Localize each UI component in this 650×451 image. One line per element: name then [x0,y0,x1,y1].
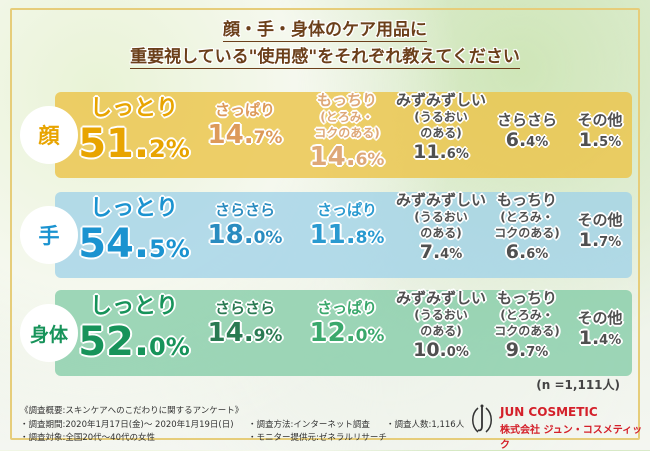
item-label: みずみずしい [395,191,487,209]
item-percentage: 6.6% [505,241,549,263]
item-sublabel: コクのある) [494,226,560,240]
item-label: もっちり [316,91,377,109]
item-sublabel: のある) [420,324,462,338]
item-label: みずみずしい [395,91,487,109]
item-percentage: 9.7% [505,339,549,361]
item-label: さっぱり [316,201,377,219]
result-item: さっぱり 12.0% [310,300,385,352]
item-sublabel: のある) [420,226,462,240]
item-label: もっちり [496,289,557,307]
item-percentage: 1.4% [578,327,622,349]
result-item: その他 1.7% [577,212,622,254]
item-sublabel: コクのある) [314,126,380,140]
item-percentage: 11.6% [413,141,469,163]
item-percentage: 7.4% [419,241,463,263]
item-label: その他 [577,111,623,129]
row-label-hand: 手 [20,206,78,264]
gold-frame [10,8,640,440]
result-item: もっちり (とろみ・コクのある) 6.6% [494,192,560,266]
item-sublabel: のある) [420,126,462,140]
item-percentage: 51.2% [78,121,190,167]
item-percentage: 6.4% [505,129,549,151]
result-item: さらさら 14.9% [208,300,283,352]
result-item: みずみずしい (うるおいのある) 10.0% [396,290,486,364]
result-item: しっとり 51.2% [78,96,190,171]
item-sublabel: (とろみ・ [500,210,554,224]
footer-provider: ・モニター提供元:ゼネラルリサーチ [248,433,387,443]
result-item: さっぱり 14.7% [208,102,283,154]
footer-heading: 《調査概要:スキンケアへのこだわりに関するアンケート》 [20,406,244,416]
result-item: しっとり 52.0% [78,294,190,369]
result-item: さらさら 18.0% [208,202,283,254]
item-sublabel: コクのある) [494,324,560,338]
result-item: さらさら 6.4% [497,112,557,154]
result-item: さっぱり 11.8% [310,202,385,254]
item-label: さらさら [496,111,558,129]
item-percentage: 12.0% [309,318,385,348]
result-item: もっちり (とろみ・コクのある) 14.6% [310,92,385,176]
item-label: もっちり [496,191,557,209]
result-item: しっとり 54.5% [78,196,190,271]
brand-company: 株式会社 ジュン・コスメティック [500,425,643,451]
item-label: さらさら [214,299,275,317]
item-percentage: 11.8% [309,220,385,250]
footer-count: ・調査人数:1,116人 [386,420,465,430]
item-percentage: 1.5% [578,129,622,151]
row-face [55,92,632,178]
row-label-body: 身体 [20,304,78,362]
result-item: もっちり (とろみ・コクのある) 9.7% [494,290,560,364]
row-hand [55,192,632,278]
item-label: みずみずしい [395,289,487,307]
item-percentage: 18.0% [207,220,283,250]
item-sublabel: (うるおい [414,308,468,322]
row-body [55,290,632,376]
jun-cosmetic-logo-icon [472,404,492,433]
item-label: その他 [577,309,623,327]
item-percentage: 52.0% [78,319,190,365]
item-sublabel: (うるおい [414,110,468,124]
item-percentage: 14.7% [207,120,283,150]
item-label: しっとり [89,96,179,121]
sample-size: (n =1,111人) [536,378,620,392]
title-line-1: 顔・手・身体のケア用品に [223,20,427,42]
result-item: みずみずしい (うるおいのある) 11.6% [396,92,486,166]
brand-name: JUN COSMETIC [500,405,598,419]
title-line-2: 重要視している"使用感"をそれぞれ教えてください [130,47,520,69]
footer-period: ・調査期間:2020年1月17日(金)～ 2020年1月19日(日) [20,420,234,430]
item-percentage: 10.0% [413,339,469,361]
item-label: さっぱり [316,299,377,317]
item-percentage: 14.9% [207,318,283,348]
item-label: しっとり [89,294,179,319]
item-label: その他 [577,211,623,229]
item-sublabel: (とろみ・ [500,308,554,322]
item-label: さらさら [214,201,275,219]
item-label: さっぱり [214,101,275,119]
result-item: その他 1.5% [577,112,622,154]
footer-target: ・調査対象:全国20代～40代の女性 [20,433,155,443]
item-percentage: 54.5% [78,221,190,267]
item-sublabel: (うるおい [414,210,468,224]
item-percentage: 14.6% [309,142,385,172]
result-item: みずみずしい (うるおいのある) 7.4% [396,192,486,266]
footer-method: ・調査方法:インターネット調査 [248,420,370,430]
item-label: しっとり [89,196,179,221]
item-sublabel: (とろみ・ [320,110,374,124]
item-percentage: 1.7% [578,229,622,251]
result-item: その他 1.4% [577,310,622,352]
row-label-face: 顔 [20,106,78,164]
